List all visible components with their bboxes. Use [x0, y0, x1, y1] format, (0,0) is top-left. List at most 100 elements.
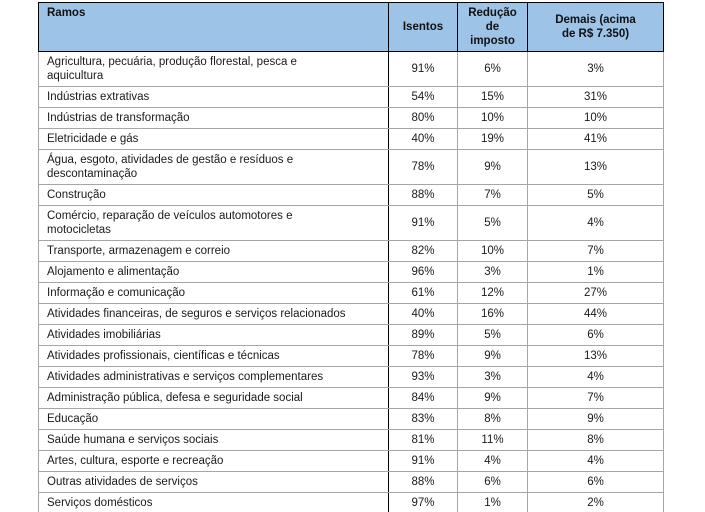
- demais-cell: 4%: [527, 366, 664, 388]
- reducao-cell: 9%: [457, 149, 528, 185]
- reducao-cell: 10%: [457, 240, 528, 262]
- demais-cell: 9%: [527, 408, 664, 430]
- demais-cell: 7%: [527, 387, 664, 409]
- column-header-isentos: Isentos: [388, 2, 458, 52]
- ramo-cell: Comércio, reparação de veículos automoto…: [38, 205, 389, 241]
- tax-brackets-by-sector-table: Ramos Isentos Redução de imposto Demais …: [38, 2, 664, 512]
- isentos-cell: 82%: [388, 240, 458, 262]
- ramo-cell: Educação: [38, 408, 389, 430]
- demais-cell: 1%: [527, 261, 664, 283]
- reducao-cell: 5%: [457, 324, 528, 346]
- reducao-cell: 6%: [457, 471, 528, 493]
- reducao-cell: 19%: [457, 128, 528, 150]
- column-header-ramos: Ramos: [38, 2, 389, 52]
- ramo-cell: Informação e comunicação: [38, 282, 389, 304]
- ramo-cell: Artes, cultura, esporte e recreação: [38, 450, 389, 472]
- isentos-cell: 83%: [388, 408, 458, 430]
- reducao-cell: 4%: [457, 450, 528, 472]
- reducao-cell: 1%: [457, 492, 528, 512]
- isentos-cell: 84%: [388, 387, 458, 409]
- table-row: Administração pública, defesa e segurida…: [38, 387, 664, 409]
- isentos-cell: 88%: [388, 471, 458, 493]
- ramo-cell: Indústrias extrativas: [38, 86, 389, 108]
- ramo-cell: Água, esgoto, atividades de gestão e res…: [38, 149, 389, 185]
- isentos-cell: 93%: [388, 366, 458, 388]
- table-row: Água, esgoto, atividades de gestão e res…: [38, 149, 664, 185]
- isentos-cell: 91%: [388, 51, 458, 87]
- ramo-cell: Administração pública, defesa e segurida…: [38, 387, 389, 409]
- demais-cell: 4%: [527, 205, 664, 241]
- table-header: Ramos Isentos Redução de imposto Demais …: [38, 2, 664, 52]
- column-header-demais: Demais (acima de R$ 7.350): [527, 2, 664, 52]
- demais-cell: 7%: [527, 240, 664, 262]
- table-row: Educação 83% 8% 9%: [38, 408, 664, 430]
- demais-cell: 5%: [527, 184, 664, 206]
- table-row: Atividades administrativas e serviços co…: [38, 366, 664, 388]
- demais-cell: 8%: [527, 429, 664, 451]
- table-row: Construção 88% 7% 5%: [38, 184, 664, 206]
- reducao-cell: 3%: [457, 366, 528, 388]
- demais-cell: 13%: [527, 149, 664, 185]
- table-row: Outras atividades de serviços 88% 6% 6%: [38, 471, 664, 493]
- reducao-cell: 9%: [457, 345, 528, 367]
- isentos-cell: 40%: [388, 303, 458, 325]
- reducao-cell: 16%: [457, 303, 528, 325]
- demais-cell: 44%: [527, 303, 664, 325]
- table-row: Transporte, armazenagem e correio 82% 10% 7…: [38, 240, 664, 262]
- reducao-cell: 12%: [457, 282, 528, 304]
- table-row: Artes, cultura, esporte e recreação 91% 4%…: [38, 450, 664, 472]
- ramo-cell: Indústrias de transformação: [38, 107, 389, 129]
- isentos-cell: 80%: [388, 107, 458, 129]
- demais-cell: 41%: [527, 128, 664, 150]
- table-row: Atividades imobiliárias 89% 5% 6%: [38, 324, 664, 346]
- isentos-cell: 81%: [388, 429, 458, 451]
- demais-cell: 3%: [527, 51, 664, 87]
- reducao-cell: 11%: [457, 429, 528, 451]
- reducao-cell: 6%: [457, 51, 528, 87]
- ramo-cell: Saúde humana e serviços sociais: [38, 429, 389, 451]
- isentos-cell: 54%: [388, 86, 458, 108]
- ramo-cell: Alojamento e alimentação: [38, 261, 389, 283]
- column-header-reducao: Redução de imposto: [457, 2, 528, 52]
- reducao-cell: 15%: [457, 86, 528, 108]
- reducao-cell: 7%: [457, 184, 528, 206]
- isentos-cell: 91%: [388, 450, 458, 472]
- ramo-cell: Atividades administrativas e serviços co…: [38, 366, 389, 388]
- table-row: Atividades financeiras, de seguros e ser…: [38, 303, 664, 325]
- reducao-cell: 10%: [457, 107, 528, 129]
- table-row: Agricultura, pecuária, produção floresta…: [38, 51, 664, 87]
- demais-cell: 2%: [527, 492, 664, 512]
- isentos-cell: 89%: [388, 324, 458, 346]
- table-row: Eletricidade e gás 40% 19% 41%: [38, 128, 664, 150]
- ramo-cell: Outras atividades de serviços: [38, 471, 389, 493]
- table-row: Alojamento e alimentação 96% 3% 1%: [38, 261, 664, 283]
- ramo-cell: Atividades financeiras, de seguros e ser…: [38, 303, 389, 325]
- table-row: Saúde humana e serviços sociais 81% 11% 8%: [38, 429, 664, 451]
- ramo-cell: Atividades profissionais, científicas e …: [38, 345, 389, 367]
- isentos-cell: 61%: [388, 282, 458, 304]
- table-row: Atividades profissionais, científicas e …: [38, 345, 664, 367]
- demais-cell: 13%: [527, 345, 664, 367]
- demais-cell: 6%: [527, 471, 664, 493]
- isentos-cell: 96%: [388, 261, 458, 283]
- table-row: Informação e comunicação 61% 12% 27%: [38, 282, 664, 304]
- isentos-cell: 97%: [388, 492, 458, 512]
- demais-cell: 27%: [527, 282, 664, 304]
- demais-cell: 4%: [527, 450, 664, 472]
- isentos-cell: 88%: [388, 184, 458, 206]
- ramo-cell: Construção: [38, 184, 389, 206]
- header-row: Ramos Isentos Redução de imposto Demais …: [38, 2, 664, 52]
- ramo-cell: Atividades imobiliárias: [38, 324, 389, 346]
- ramo-cell: Agricultura, pecuária, produção floresta…: [38, 51, 389, 87]
- table-row: Indústrias de transformação 80% 10% 10%: [38, 107, 664, 129]
- isentos-cell: 78%: [388, 149, 458, 185]
- reducao-cell: 8%: [457, 408, 528, 430]
- table-row: Serviços domésticos 97% 1% 2%: [38, 492, 664, 512]
- isentos-cell: 40%: [388, 128, 458, 150]
- ramo-cell: Eletricidade e gás: [38, 128, 389, 150]
- demais-cell: 10%: [527, 107, 664, 129]
- ramo-cell: Transporte, armazenagem e correio: [38, 240, 389, 262]
- isentos-cell: 78%: [388, 345, 458, 367]
- table-row: Indústrias extrativas 54% 15% 31%: [38, 86, 664, 108]
